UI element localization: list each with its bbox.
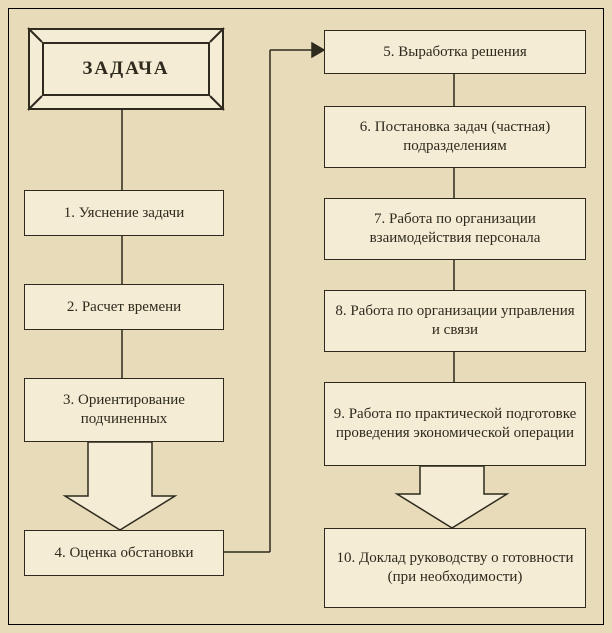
node-label: 6. Постановка задач (частная) подразделе… xyxy=(333,118,577,156)
node-n4: 4. Оценка обстановки xyxy=(24,530,224,576)
node-label: 2. Расчет времени xyxy=(67,298,181,317)
node-n1: 1. Уяснение задачи xyxy=(24,190,224,236)
node-label: 4. Оценка обстановки xyxy=(54,544,193,563)
node-label: 3. Ориентирование подчиненных xyxy=(33,391,215,429)
node-n6: 6. Постановка задач (частная) подразделе… xyxy=(324,106,586,168)
node-label: 9. Работа по практической подготовке про… xyxy=(333,405,577,443)
task-label: ЗАДАЧА xyxy=(82,58,169,80)
node-n5: 5. Выработка решения xyxy=(324,30,586,74)
node-n10: 10. Доклад руководству о готовности (при… xyxy=(324,528,586,608)
node-label: 1. Уяснение задачи xyxy=(64,204,184,223)
node-n2: 2. Расчет времени xyxy=(24,284,224,330)
node-label: 5. Выработка решения xyxy=(383,43,527,62)
node-label: 7. Работа по организации взаимодействия … xyxy=(333,210,577,248)
node-n9: 9. Работа по практической подготовке про… xyxy=(324,382,586,466)
node-label: 10. Доклад руководству о готовности (при… xyxy=(333,549,577,587)
node-label: 8. Работа по организации управления и св… xyxy=(333,302,577,340)
node-n3: 3. Ориентирование подчиненных xyxy=(24,378,224,442)
task-box: ЗАДАЧА xyxy=(42,42,210,96)
node-n8: 8. Работа по организации управления и св… xyxy=(324,290,586,352)
node-n7: 7. Работа по организации взаимодействия … xyxy=(324,198,586,260)
